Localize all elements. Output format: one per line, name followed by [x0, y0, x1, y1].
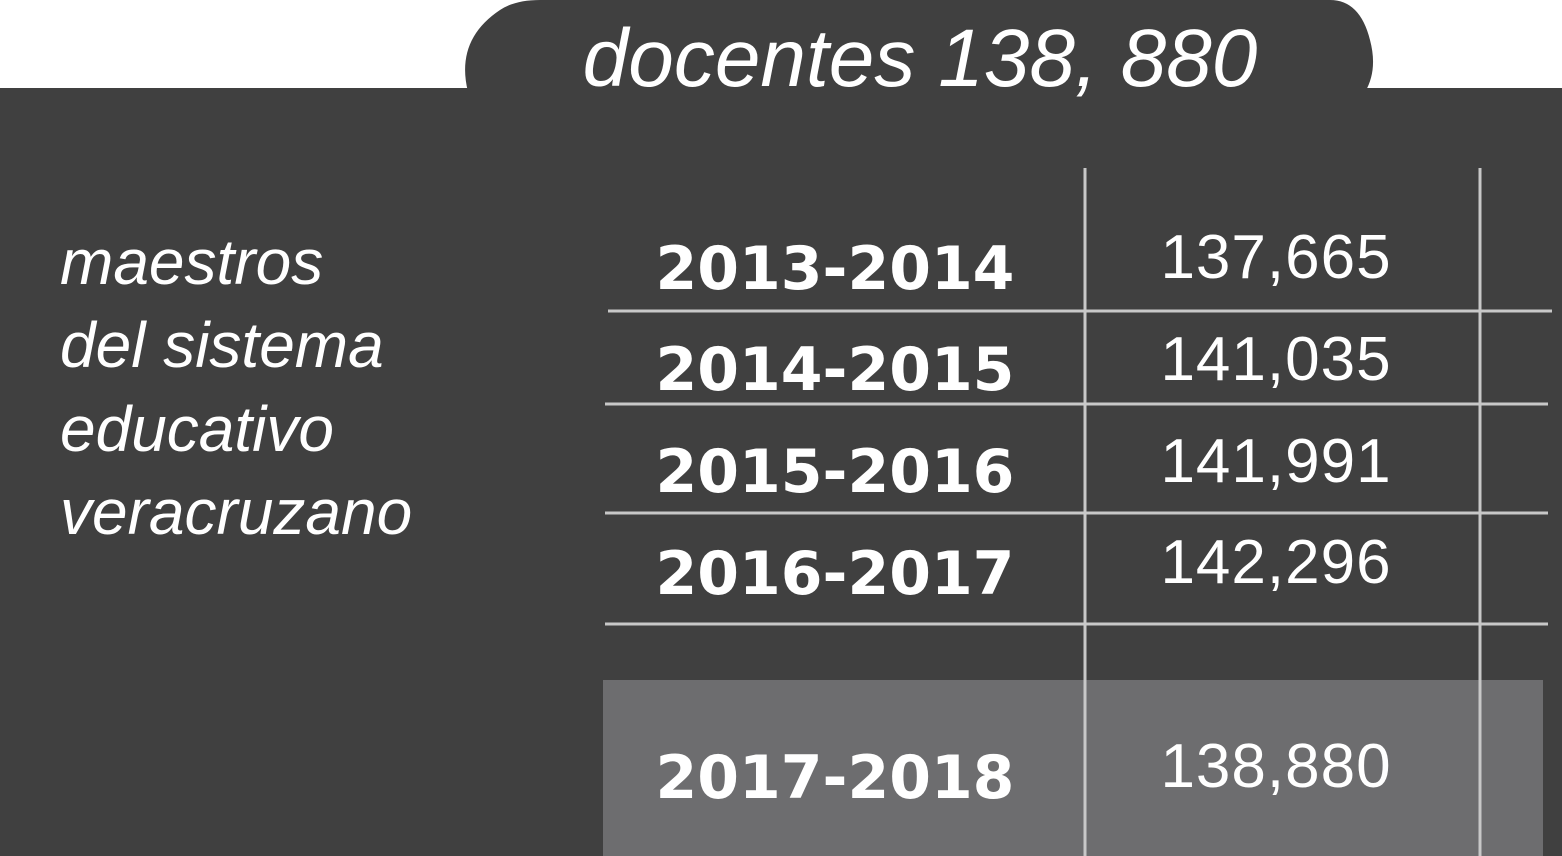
title-tab [465, 0, 1374, 92]
side-label: maestros [60, 226, 323, 298]
title: docentes 138, 880 [583, 13, 1258, 104]
side-label: veracruzano [60, 476, 412, 548]
year: 2014-2015 [656, 335, 1015, 405]
highlight-row [603, 680, 1543, 856]
year: 2017-2018 [656, 743, 1015, 813]
value: 141,035 [1160, 325, 1391, 394]
side-label: educativo [60, 393, 334, 465]
year: 2013-2014 [656, 234, 1015, 304]
year: 2016-2017 [656, 539, 1015, 609]
year: 2015-2016 [656, 437, 1015, 507]
value: 138,880 [1160, 732, 1391, 801]
value: 141,991 [1160, 427, 1391, 496]
value: 137,665 [1160, 223, 1391, 292]
side-label: del sistema [60, 309, 384, 381]
value: 142,296 [1160, 528, 1391, 597]
